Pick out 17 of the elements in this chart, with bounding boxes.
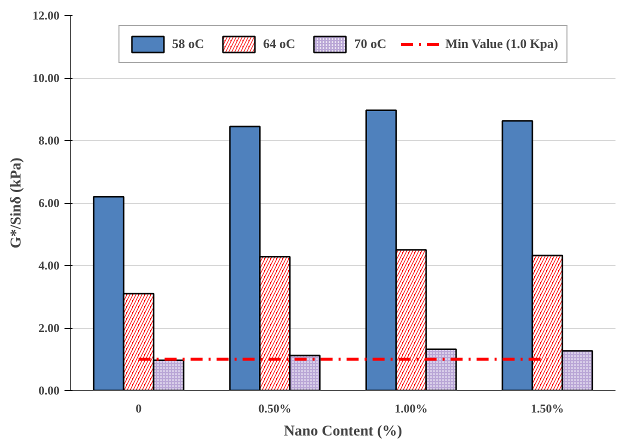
x-tick-label: 0: [136, 402, 142, 416]
y-tick-label: 6.00: [38, 196, 60, 210]
y-tick-label: 0.00: [38, 384, 60, 398]
x-tick-label: 1.50%: [530, 402, 564, 416]
x-axis-title: Nano Content (%): [284, 424, 402, 440]
legend-label: 70 oC: [354, 36, 386, 52]
legend-label: 58 oC: [172, 36, 204, 52]
y-tick-label: 12.00: [32, 8, 60, 22]
y-tick-label: 10.00: [32, 71, 60, 85]
y-tick-label: 4.00: [38, 258, 60, 272]
x-tick-label: 1.00%: [394, 402, 428, 416]
y-tick-label: 2.00: [38, 321, 60, 335]
y-axis-title: G*/Sinδ (kPa): [8, 158, 24, 248]
legend-label: Min Value (1.0 Kpa): [445, 36, 558, 52]
y-tick-label: 8.00: [38, 134, 60, 148]
legend-label: 64 oC: [263, 36, 296, 52]
x-tick-label: 0.50%: [258, 402, 292, 416]
